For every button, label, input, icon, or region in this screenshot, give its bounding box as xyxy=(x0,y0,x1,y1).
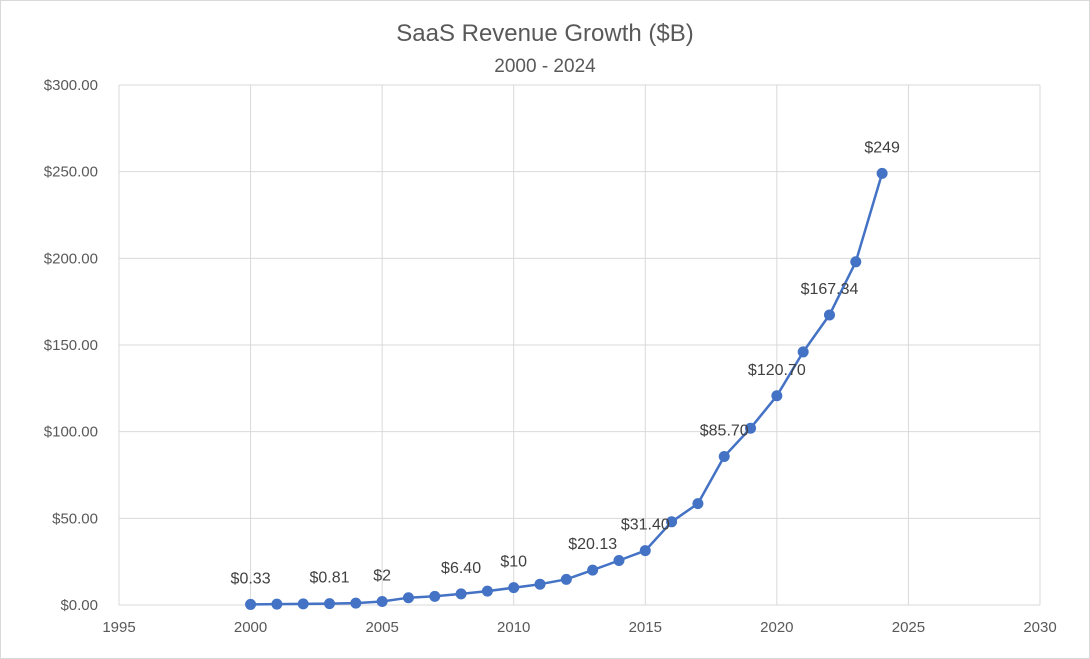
data-point xyxy=(745,422,757,434)
y-tick-label: $150.00 xyxy=(44,337,98,354)
x-tick-label: 2010 xyxy=(497,619,530,636)
data-point xyxy=(587,564,599,576)
data-label: $0.81 xyxy=(309,570,349,587)
y-tick-label: $300.00 xyxy=(44,77,98,94)
y-tick-label: $50.00 xyxy=(52,510,98,527)
series-line xyxy=(249,172,884,606)
data-point xyxy=(876,167,888,179)
y-tick-label: $250.00 xyxy=(44,164,98,181)
data-point xyxy=(245,598,257,610)
data-point xyxy=(718,450,730,462)
data-label: $2 xyxy=(373,568,391,585)
data-label: $120.70 xyxy=(748,362,806,379)
data-point xyxy=(692,498,704,510)
data-point xyxy=(823,309,835,321)
data-point xyxy=(297,598,309,610)
data-point xyxy=(771,390,783,402)
x-tick-label: 2025 xyxy=(892,619,925,636)
chart-title: SaaS Revenue Growth ($B) xyxy=(396,20,694,47)
data-point xyxy=(271,598,283,610)
chart-subtitle: 2000 - 2024 xyxy=(494,56,596,77)
data-point xyxy=(613,554,625,566)
y-tick-label: $100.00 xyxy=(44,424,98,441)
data-point xyxy=(797,346,809,358)
data-point xyxy=(666,516,678,528)
data-point xyxy=(508,582,520,594)
data-label: $0.33 xyxy=(231,570,271,587)
data-point xyxy=(534,578,546,590)
data-label: $167.34 xyxy=(801,281,859,298)
data-label: $10 xyxy=(500,554,527,571)
x-tick-label: 2020 xyxy=(760,619,793,636)
data-point xyxy=(481,585,493,597)
x-tick-label: 2030 xyxy=(1023,619,1056,636)
data-label: $249 xyxy=(864,139,900,156)
data-point xyxy=(455,588,467,600)
data-point xyxy=(402,592,414,604)
x-tick-label: 2005 xyxy=(365,619,398,636)
data-point xyxy=(350,597,362,609)
data-point xyxy=(376,596,388,608)
data-point xyxy=(639,545,651,557)
data-point xyxy=(560,573,572,585)
data-point xyxy=(429,590,441,602)
data-label: $31.40 xyxy=(621,517,670,534)
data-point xyxy=(324,598,336,610)
x-tick-label: 1995 xyxy=(102,619,135,636)
data-label: $85.70 xyxy=(700,422,749,439)
data-point xyxy=(850,256,862,268)
y-tick-label: $200.00 xyxy=(44,250,98,267)
x-tick-label: 2015 xyxy=(629,619,662,636)
x-tick-label: 2000 xyxy=(234,619,267,636)
y-tick-label: $0.00 xyxy=(60,597,98,614)
data-label: $6.40 xyxy=(441,560,481,577)
data-label: $20.13 xyxy=(568,536,617,553)
